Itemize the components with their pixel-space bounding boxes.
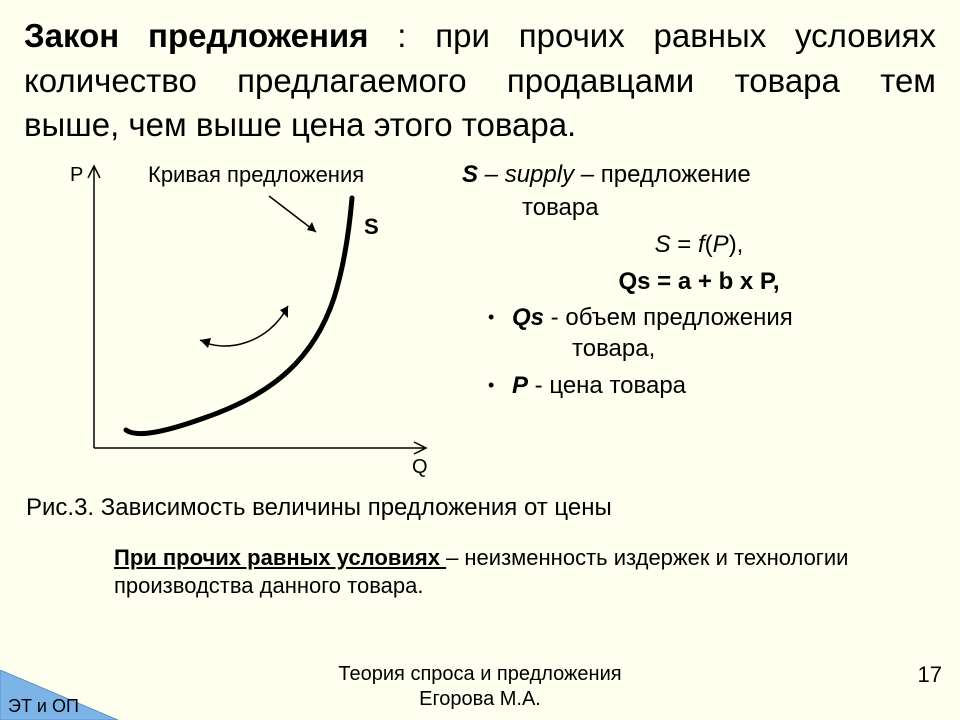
supply-chart: P Q Кривая предложения S: [64, 158, 444, 488]
definitions-list: Qs - объем предложения товара, P - цена …: [462, 302, 936, 402]
chart-svg: [64, 158, 444, 488]
footer-line1: Теория спроса и предложения: [0, 662, 960, 687]
def-supply: S – supply – предложение товара: [462, 158, 936, 224]
footnote: При прочих равных условиях – неизменност…: [24, 544, 936, 601]
corner-badge: ЭТ и ОП: [0, 670, 118, 720]
def-p: P - цена товара: [482, 370, 936, 401]
series-label: S: [364, 214, 379, 240]
slide: Закон предложения : при прочих равных ус…: [0, 0, 960, 720]
formula-function: S = f(P),: [462, 228, 936, 261]
title-last-line: выше, чем выше цена этого товара.: [24, 103, 936, 148]
def-qs: Qs - объем предложения товара,: [482, 302, 936, 364]
page-number: 17: [918, 662, 942, 688]
footnote-underline: При прочих равных условиях: [114, 545, 446, 570]
x-axis-label: Q: [412, 456, 428, 479]
chart-column: P Q Кривая предложения S: [24, 158, 454, 488]
formula-linear: Qs = a + b x P,: [462, 265, 936, 298]
content-row: P Q Кривая предложения S S – supply – пр…: [24, 158, 936, 488]
y-axis-label: P: [70, 164, 83, 187]
title-lead: Закон предложения: [24, 17, 368, 54]
figure-caption: Рис.3. Зависимость величины предложения …: [24, 494, 936, 522]
text-column: S – supply – предложение товара S = f(P)…: [454, 158, 936, 488]
footer-line2: Егорова М.А.: [0, 687, 960, 712]
footer: Теория спроса и предложения Егорова М.А.: [0, 662, 960, 712]
curve-title: Кривая предложения: [148, 162, 364, 188]
title-block: Закон предложения : при прочих равных ус…: [24, 14, 936, 148]
corner-label: ЭТ и ОП: [8, 696, 79, 717]
